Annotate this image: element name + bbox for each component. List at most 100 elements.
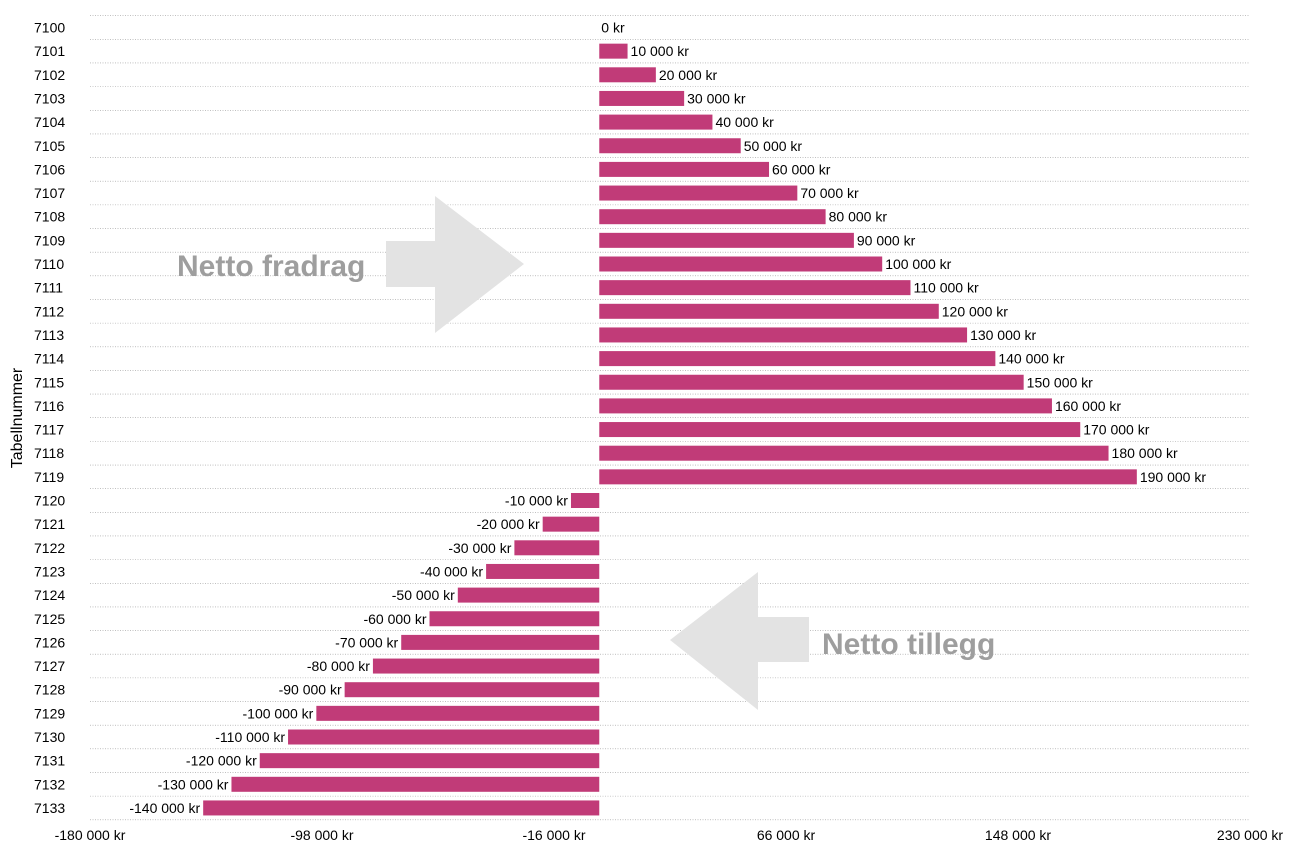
bar xyxy=(599,351,996,367)
value-label: 120 000 kr xyxy=(942,303,1008,319)
value-label: 20 000 kr xyxy=(659,67,718,83)
category-label: 7124 xyxy=(34,587,65,603)
bar xyxy=(599,43,628,59)
x-tick-label: -98 000 kr xyxy=(290,827,353,843)
bar xyxy=(599,209,826,225)
value-label: 150 000 kr xyxy=(1027,374,1093,390)
bar xyxy=(599,327,968,343)
value-label: 100 000 kr xyxy=(885,256,951,272)
category-label: 7110 xyxy=(34,256,64,272)
value-label: -10 000 kr xyxy=(505,493,568,509)
value-label: -120 000 kr xyxy=(186,753,257,769)
category-label: 7111 xyxy=(34,280,63,296)
category-label: 7103 xyxy=(34,90,65,106)
bar xyxy=(599,374,1024,390)
value-label: 70 000 kr xyxy=(800,185,859,201)
category-label: 7132 xyxy=(34,776,65,792)
value-label: 160 000 kr xyxy=(1055,398,1121,414)
category-label: 7118 xyxy=(34,445,64,461)
category-label: 7122 xyxy=(34,540,65,556)
value-label: 90 000 kr xyxy=(857,232,916,248)
category-label: 7107 xyxy=(34,185,65,201)
annotation-netto-tillegg: Netto tillegg xyxy=(822,628,995,661)
category-label: 7112 xyxy=(34,303,64,319)
value-label: -100 000 kr xyxy=(243,705,314,721)
bar xyxy=(599,90,685,106)
value-label: -50 000 kr xyxy=(392,587,455,603)
category-label: 7125 xyxy=(34,611,65,627)
category-label: 7109 xyxy=(34,232,65,248)
value-label: 50 000 kr xyxy=(744,138,803,154)
bar xyxy=(599,114,713,130)
category-label: 7105 xyxy=(34,138,65,154)
value-label: 110 000 kr xyxy=(913,280,978,296)
bar xyxy=(599,138,741,154)
bar xyxy=(429,611,600,627)
category-label: 7101 xyxy=(34,43,65,59)
value-label: -60 000 kr xyxy=(363,611,426,627)
category-label: 7131 xyxy=(34,753,65,769)
value-label: 10 000 kr xyxy=(631,43,690,59)
bar xyxy=(231,776,600,792)
value-label: -140 000 kr xyxy=(129,800,200,816)
category-label: 7104 xyxy=(34,114,65,130)
category-label: 7102 xyxy=(34,67,65,83)
bar xyxy=(344,682,600,698)
bar xyxy=(599,469,1137,485)
labels: 7100 0 kr 7101 10 000 kr 7102 20 000 kr 7103 30… xyxy=(34,20,1283,844)
bar xyxy=(599,303,939,319)
category-label: 7126 xyxy=(34,634,65,650)
value-label: -80 000 kr xyxy=(307,658,370,674)
value-label: 30 000 kr xyxy=(687,90,746,106)
value-label: -40 000 kr xyxy=(420,563,483,579)
bar xyxy=(203,800,600,816)
value-label: 140 000 kr xyxy=(998,351,1064,367)
x-tick-label: -16 000 kr xyxy=(522,827,585,843)
bar xyxy=(316,705,600,721)
bar xyxy=(372,658,600,674)
category-label: 7114 xyxy=(34,351,64,367)
bar xyxy=(288,729,600,745)
bar xyxy=(599,422,1081,438)
arrow-left-icon xyxy=(670,572,809,710)
value-label: 130 000 kr xyxy=(970,327,1036,343)
category-label: 7127 xyxy=(34,658,65,674)
category-label: 7129 xyxy=(34,705,65,721)
bar xyxy=(599,256,883,272)
bar xyxy=(570,493,600,508)
value-label: 0 kr xyxy=(601,20,625,36)
category-label: 7130 xyxy=(34,729,65,745)
value-label: -90 000 kr xyxy=(279,682,342,698)
category-label: 7117 xyxy=(34,422,64,438)
category-label: 7100 xyxy=(34,20,65,36)
category-label: 7113 xyxy=(34,327,64,343)
bar xyxy=(599,232,854,248)
value-label: -70 000 kr xyxy=(335,634,398,650)
bar xyxy=(259,753,600,769)
category-label: 7106 xyxy=(34,161,65,177)
grid-lines xyxy=(90,15,1250,821)
x-tick-label: -180 000 kr xyxy=(55,827,126,843)
bar xyxy=(599,161,770,177)
bar xyxy=(514,540,600,556)
bar xyxy=(401,634,600,650)
value-label: 40 000 kr xyxy=(715,114,774,130)
value-label: -110 000 kr xyxy=(215,729,285,745)
value-label: 180 000 kr xyxy=(1112,445,1178,461)
bars xyxy=(203,43,1137,816)
category-label: 7121 xyxy=(34,516,65,532)
bar xyxy=(599,280,911,296)
bar xyxy=(599,67,656,83)
category-label: 7128 xyxy=(34,682,65,698)
category-label: 7123 xyxy=(34,563,65,579)
category-label: 7108 xyxy=(34,209,65,225)
annotations: Netto fradrag Netto tillegg xyxy=(177,196,995,710)
value-label: 190 000 kr xyxy=(1140,469,1206,485)
bar xyxy=(542,516,600,532)
bar xyxy=(486,563,600,579)
value-label: 80 000 kr xyxy=(829,209,888,225)
bar xyxy=(599,445,1109,461)
annotation-netto-fradrag: Netto fradrag xyxy=(177,250,365,283)
category-label: 7133 xyxy=(34,800,65,816)
